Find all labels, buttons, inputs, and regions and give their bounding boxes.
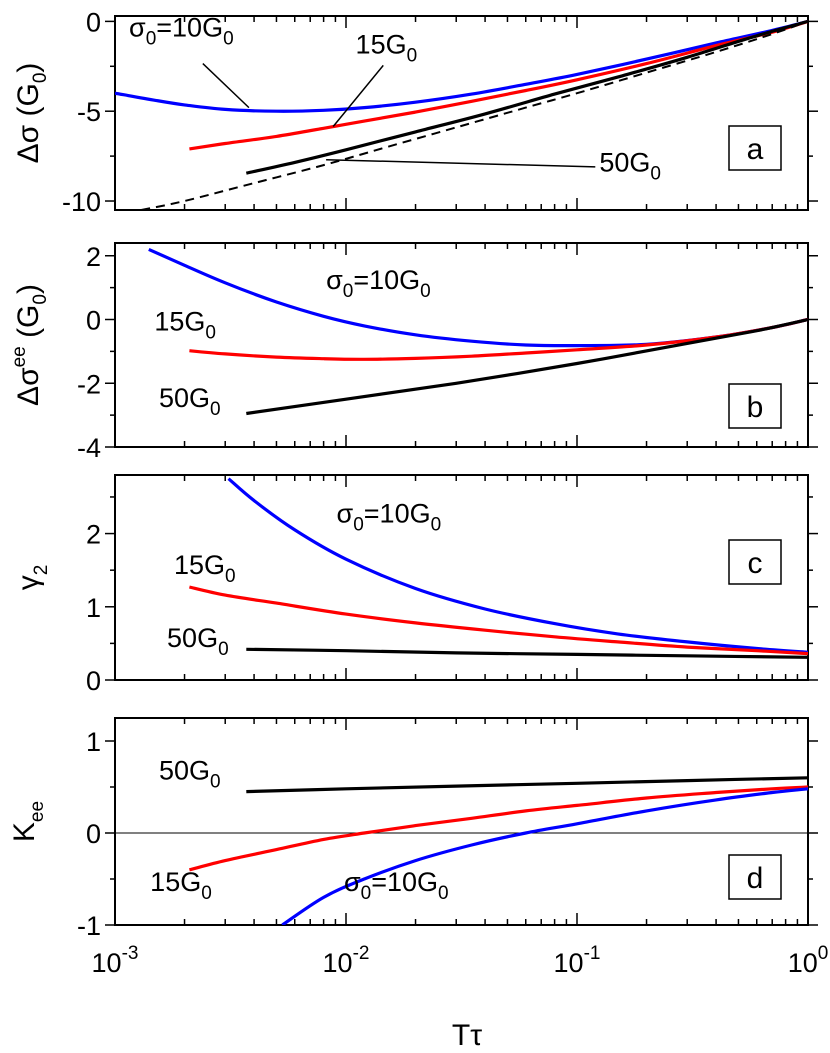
- annotation-leader: [202, 63, 250, 109]
- panel-a: 0 -5 -10 σ0=10G0 15G0 50G0 a Δσ (G0): [12, 7, 818, 217]
- y-tick-label: 0: [86, 819, 101, 849]
- series-label: σ0=10G0: [344, 867, 449, 904]
- y-tick-label: 0: [86, 666, 101, 696]
- y-tick-label: -2: [77, 369, 101, 399]
- y-tick-label: 0: [86, 7, 101, 37]
- y-tick-label: 2: [86, 242, 101, 272]
- series-line-red: [189, 585, 808, 656]
- series-label: 50G0: [159, 756, 221, 793]
- series-line-red: [189, 19, 808, 151]
- series-group: [115, 19, 808, 210]
- panel-letter: d: [747, 862, 764, 895]
- annotation-leader: [326, 158, 596, 168]
- series-line-blue: [115, 19, 808, 113]
- y-tick-label: -1: [77, 911, 101, 941]
- x-tick-label: 100: [788, 943, 829, 978]
- series-label: σ0=10G0: [129, 13, 234, 50]
- series-line-blue: [281, 787, 808, 925]
- plot-frame: [114, 474, 809, 681]
- panel-letter: a: [747, 133, 764, 166]
- series-label: 50G0: [599, 147, 661, 184]
- series-line-blue: [227, 477, 808, 654]
- y-tick-label: 2: [86, 520, 101, 550]
- series-line-blue: [148, 247, 808, 348]
- y-axis-title: Δσ (G0): [12, 63, 51, 164]
- panel-letter-box: [728, 539, 782, 585]
- panel-letter-box: [728, 854, 782, 900]
- x-tick-label: 10-3: [92, 943, 139, 978]
- series-line-black: [246, 776, 808, 794]
- y-tick-label: -4: [77, 433, 101, 463]
- annotation-leader: [332, 64, 384, 127]
- series-line-black: [246, 317, 808, 416]
- panel-letter: c: [748, 547, 763, 580]
- x-tick-label: 10-1: [554, 943, 601, 978]
- series-line-black-dashed: [141, 20, 808, 210]
- x-tick-label: 10-2: [323, 943, 370, 978]
- panel-letter: b: [747, 391, 764, 424]
- series-group: [148, 247, 808, 416]
- x-axis: 10-3 10-2 10-1 100: [92, 943, 829, 978]
- y-tick-label: 1: [86, 727, 101, 757]
- y-axis-title: γ2: [12, 565, 52, 591]
- y-tick-label: -5: [77, 97, 101, 127]
- series-line-black: [246, 647, 808, 659]
- x-axis-title: Tτ: [452, 1019, 482, 1052]
- panel-c: 2 1 0 σ0=10G0 15G0 50G0 c γ2: [12, 474, 818, 696]
- panel-b: 2 0 -2 -4 σ0=10G0 15G0 50G0 b Δσee (G0): [9, 242, 818, 463]
- series-line-red: [189, 785, 808, 872]
- series-label: 15G0: [174, 550, 236, 587]
- y-tick-label: 1: [86, 593, 101, 623]
- panel-letter-box: [728, 383, 782, 429]
- series-label: 15G0: [154, 307, 216, 344]
- series-label: σ0=10G0: [326, 265, 431, 302]
- y-axis-title: Kee: [8, 801, 48, 842]
- y-axis-title: Δσee (G0): [9, 284, 51, 406]
- series-label: 50G0: [167, 623, 229, 660]
- series-line-black: [245, 19, 808, 175]
- plot-frame: [114, 15, 809, 211]
- series-label: 15G0: [150, 867, 212, 904]
- series-label: σ0=10G0: [337, 499, 442, 536]
- plot-frame: [114, 717, 809, 926]
- panel-letter-box: [728, 125, 782, 171]
- y-tick-label: 0: [86, 306, 101, 336]
- series-group: [189, 477, 808, 659]
- plot-frame: [114, 242, 809, 448]
- y-tick-label: -10: [62, 187, 101, 217]
- series-label: 50G0: [159, 383, 221, 420]
- panel-d: 1 0 -1 50G0 15G0 σ0=10G0 d Kee: [8, 717, 818, 941]
- series-group: [189, 776, 808, 925]
- series-label: 15G0: [356, 30, 418, 67]
